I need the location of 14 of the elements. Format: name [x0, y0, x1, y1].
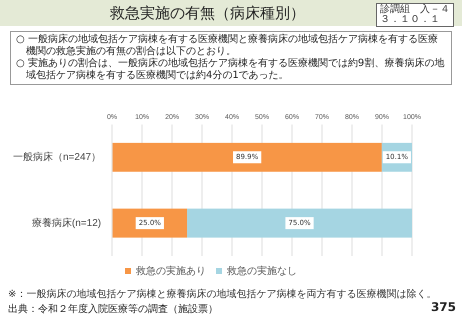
chart-title: 救急実施の有無（病床種別）: [110, 4, 305, 23]
text: 375: [430, 300, 456, 314]
y-tick-label: 一般病床（n=247）: [12, 151, 102, 164]
text: ○ 一般病床の地域包括ケア病棟を有する医療機関と療養病床の地域包括ケア病棟を有する医療機関の救急実施の有無の割合は以下のとおり。: [16, 34, 439, 58]
legend-label: 救急の実施あり: [135, 264, 206, 277]
source-note: 出典：令和２年度入院医療等の調査（施設票）: [8, 302, 218, 316]
bar: [187, 208, 412, 238]
text: ○ 実施ありの割合は、一般病床の地域包括ケア病棟を有する医療機関では約9割、療養病床の地域包括ケア病棟を有する医療機関では約4分の1であった。: [16, 58, 446, 82]
y-tick-label: 療養病床(n=12): [32, 216, 102, 229]
legend-label: 救急の実施なし: [226, 264, 297, 277]
text: 診調組 入－４: [380, 4, 450, 15]
text: ※：一般病床の地域包括ケア病棟と療養病床の地域包括ケア病棟を両方有する医療機関は除く。: [8, 288, 436, 301]
bar: [112, 142, 382, 172]
text: ３．１０．１: [380, 14, 441, 25]
